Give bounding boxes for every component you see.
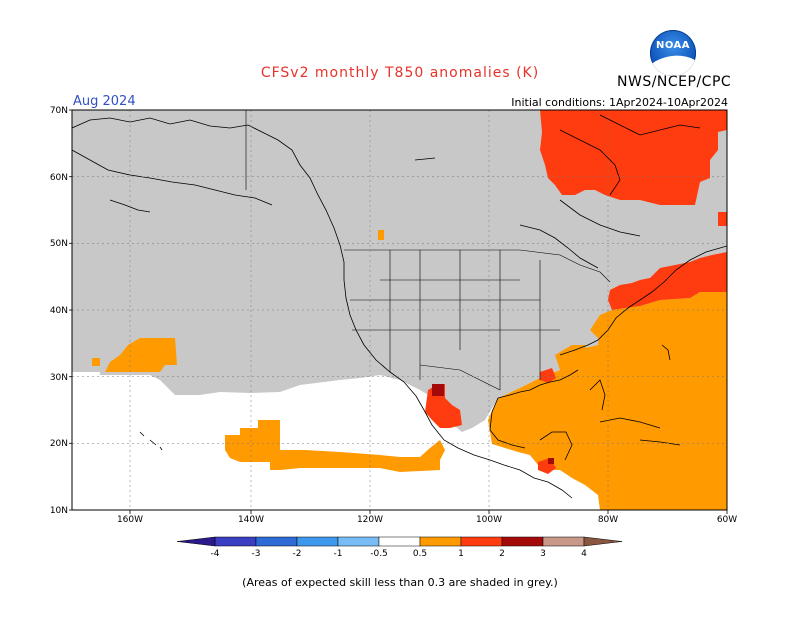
coastlines (72, 114, 727, 499)
warm-anomaly-small-cell (92, 358, 100, 366)
warm-anomaly-pacific (225, 420, 445, 472)
map-title: CFSv2 monthly T850 anomalies (K) (260, 65, 540, 81)
org-label: NWS/NCEP/CPC (617, 74, 732, 90)
very-hot-anomaly-cell (432, 384, 444, 396)
lat-label: 30N (50, 373, 68, 383)
political-boundaries (245, 110, 611, 391)
lat-label: 70N (50, 106, 68, 116)
warm-anomaly-east-coast (590, 306, 640, 340)
lon-label: 160W (117, 515, 143, 525)
lon-label: 60W (717, 515, 737, 525)
lon-label: 80W (598, 515, 618, 525)
anomaly-map: 70N 60N 50N 40N 30N 20N 10N 160W 140W 12… (50, 106, 737, 525)
hot-anomaly-gulf (540, 368, 556, 383)
lat-labels: 70N 60N 50N 40N 30N 20N 10N (50, 106, 68, 516)
warm-anomaly-hawaii-north (105, 338, 177, 372)
hot-anomaly-labrador-edge (718, 212, 727, 226)
lon-label: 100W (476, 515, 502, 525)
lat-label: 20N (50, 439, 68, 449)
footnote: (Areas of expected skill less than 0.3 a… (242, 576, 558, 589)
hot-anomaly-northeast-canada (540, 110, 727, 205)
noaa-logo: NOAA (650, 30, 696, 76)
noaa-logo-text: NOAA (655, 40, 691, 51)
lat-label: 50N (50, 239, 68, 249)
warm-anomaly-atlantic (488, 292, 727, 510)
lon-labels: 160W 140W 120W 100W 80W 60W (117, 515, 737, 525)
initial-conditions: Initial conditions: 1Apr2024-10Apr2024 (511, 96, 728, 109)
lon-label: 140W (238, 515, 264, 525)
axis-ticks (69, 109, 728, 514)
hot-anomaly-new-england (608, 252, 727, 310)
lat-label: 60N (50, 173, 68, 183)
very-hot-anomaly-cell-2 (548, 458, 554, 464)
lon-label: 120W (357, 515, 383, 525)
warm-anomaly-small-cell-2 (378, 230, 384, 240)
lat-label: 40N (50, 306, 68, 316)
ocean-notch (72, 372, 100, 375)
warm-anomaly-southeast (555, 345, 588, 370)
lat-lon-grid (72, 110, 727, 510)
lat-label: 10N (50, 506, 68, 516)
forecast-month: Aug 2024 (73, 94, 136, 109)
